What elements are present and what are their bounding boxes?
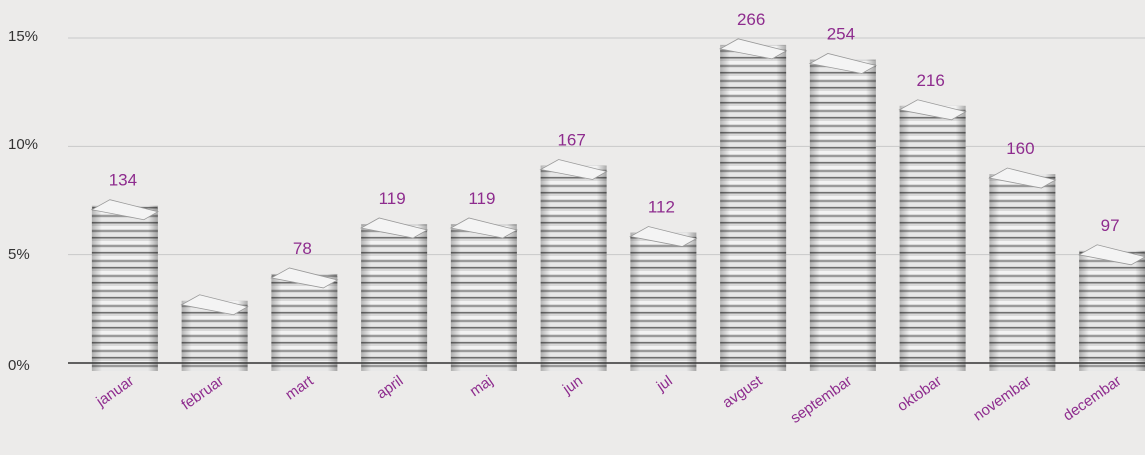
x-tick-label-decembar: decembar bbox=[1060, 372, 1124, 424]
y-tick-label-0: 0% bbox=[8, 357, 30, 374]
value-label-septembar: 254 bbox=[827, 24, 855, 43]
value-label-oktobar: 216 bbox=[916, 71, 944, 90]
bar-avgust bbox=[718, 38, 788, 371]
value-label-mart: 78 bbox=[293, 239, 312, 258]
bar-novembar bbox=[988, 167, 1057, 371]
y-tick-label-15: 15% bbox=[8, 28, 38, 45]
y-tick-label-5: 5% bbox=[8, 246, 30, 263]
y-tick-label-10: 10% bbox=[8, 136, 38, 153]
x-tick-label-septembar: septembar bbox=[787, 372, 855, 427]
bar-april bbox=[359, 217, 429, 371]
bar-mart bbox=[270, 267, 339, 371]
x-tick-label-avgust: avgust bbox=[719, 372, 766, 412]
bar-jun bbox=[539, 159, 608, 371]
y-axis: 0% 5% 10% 15% bbox=[8, 28, 38, 374]
value-label-april: 119 bbox=[379, 189, 406, 208]
value-label-avgust: 266 bbox=[737, 10, 765, 29]
value-label-januar: 134 bbox=[109, 171, 137, 190]
value-label-maj: 119 bbox=[468, 189, 495, 208]
x-tick-label-februar: februar bbox=[178, 372, 227, 413]
bar-februar bbox=[180, 294, 249, 371]
x-tick-label-oktobar: oktobar bbox=[894, 372, 945, 415]
bar-oktobar bbox=[898, 99, 967, 372]
bar-decembar bbox=[1077, 244, 1145, 371]
x-tick-label-novembar: novembar bbox=[970, 372, 1034, 424]
bar-maj bbox=[449, 217, 518, 371]
x-tick-label-jul: jul bbox=[653, 372, 676, 395]
bar-januar bbox=[90, 199, 159, 371]
x-tick-label-mart: mart bbox=[282, 372, 317, 404]
x-tick-label-januar: januar bbox=[92, 372, 137, 410]
x-tick-label-maj: maj bbox=[467, 372, 497, 400]
value-label-jul: 112 bbox=[648, 198, 675, 217]
value-label-novembar: 160 bbox=[1006, 139, 1034, 158]
x-axis: januar februar mart april maj jun jul avgust sep… bbox=[92, 372, 1124, 427]
x-tick-label-jun: jun bbox=[559, 372, 586, 398]
value-labels: 134 78 119 119 167 112 266 254 216 160 97 bbox=[109, 10, 1120, 258]
bar-septembar bbox=[808, 53, 877, 371]
value-label-decembar: 97 bbox=[1101, 216, 1120, 235]
x-tick-label-april: april bbox=[373, 372, 406, 402]
bars bbox=[90, 38, 1145, 372]
bar-jul bbox=[629, 226, 698, 371]
value-label-jun: 167 bbox=[557, 130, 585, 149]
